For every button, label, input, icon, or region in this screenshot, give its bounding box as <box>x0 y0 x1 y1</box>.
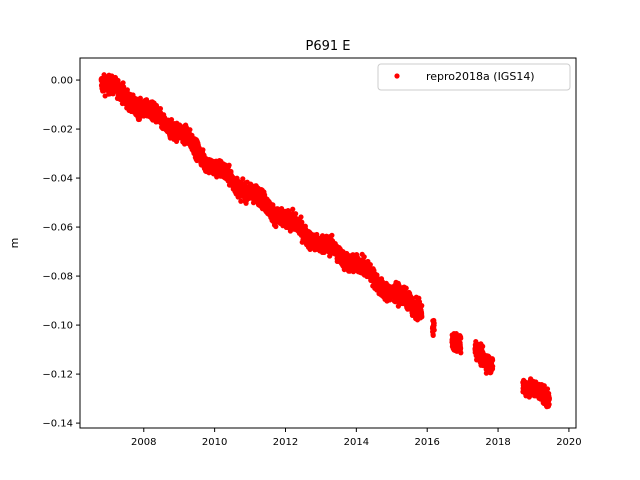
legend-label: repro2018a (IGS14) <box>426 70 535 83</box>
data-point <box>240 176 246 182</box>
x-tick-label: 2020 <box>556 437 581 448</box>
data-point <box>298 214 304 220</box>
data-point <box>419 302 425 309</box>
data-point <box>115 77 121 84</box>
x-tick-label: 2010 <box>202 437 227 448</box>
x-tick-label: 2012 <box>273 437 298 448</box>
data-point <box>541 383 547 389</box>
data-point <box>458 345 464 351</box>
x-tick-label: 2018 <box>485 437 510 448</box>
legend-box <box>377 63 571 91</box>
y-tick-label: −0.08 <box>42 272 73 283</box>
x-axis: 2008 2010 2012 2014 2016 2018 2020 <box>131 428 582 448</box>
data-point <box>157 106 164 112</box>
data-point <box>431 320 437 326</box>
y-tick-label: −0.10 <box>42 321 73 332</box>
data-point <box>120 80 126 86</box>
data-point <box>546 395 552 401</box>
data-point <box>544 386 551 392</box>
data-point <box>200 147 206 153</box>
y-tick-label: −0.02 <box>42 125 73 136</box>
data-point <box>319 233 326 239</box>
data-point <box>121 84 127 90</box>
y-tick-label: −0.06 <box>42 223 73 234</box>
y-axis-label: m <box>8 238 21 249</box>
data-point <box>187 127 193 133</box>
data-points <box>98 72 552 410</box>
plot-frame <box>79 57 577 429</box>
y-tick-label: −0.14 <box>42 419 73 430</box>
data-point <box>293 211 299 217</box>
data-point <box>489 357 496 363</box>
data-point <box>458 350 464 356</box>
y-axis: 0.00 −0.02 −0.04 −0.06 −0.08 −0.10 −0.12 −0.14 <box>42 76 80 430</box>
y-tick-label: −0.12 <box>42 370 73 381</box>
data-point <box>419 314 425 320</box>
data-point <box>480 343 486 349</box>
data-point <box>403 285 409 291</box>
legend-marker <box>394 73 400 79</box>
data-point <box>546 401 552 407</box>
data-point <box>431 327 437 333</box>
y-tick-label: 0.00 <box>51 76 73 87</box>
chart-title: P691 E <box>306 39 351 54</box>
x-tick-label: 2008 <box>131 437 156 448</box>
data-point <box>490 363 496 369</box>
data-point <box>168 117 175 123</box>
data-point <box>228 168 234 175</box>
y-tick-label: −0.04 <box>42 174 73 185</box>
data-point <box>290 206 296 212</box>
data-point <box>273 223 279 230</box>
data-point <box>367 261 373 268</box>
x-tick-label: 2014 <box>344 437 369 448</box>
x-tick-label: 2016 <box>414 437 439 448</box>
data-point <box>226 162 232 168</box>
data-point <box>361 254 367 260</box>
legend: repro2018a (IGS14) <box>377 63 571 91</box>
data-point <box>299 219 305 225</box>
data-point <box>458 335 464 341</box>
data-point <box>238 198 244 204</box>
data-point <box>329 232 335 238</box>
data-point <box>430 332 436 339</box>
